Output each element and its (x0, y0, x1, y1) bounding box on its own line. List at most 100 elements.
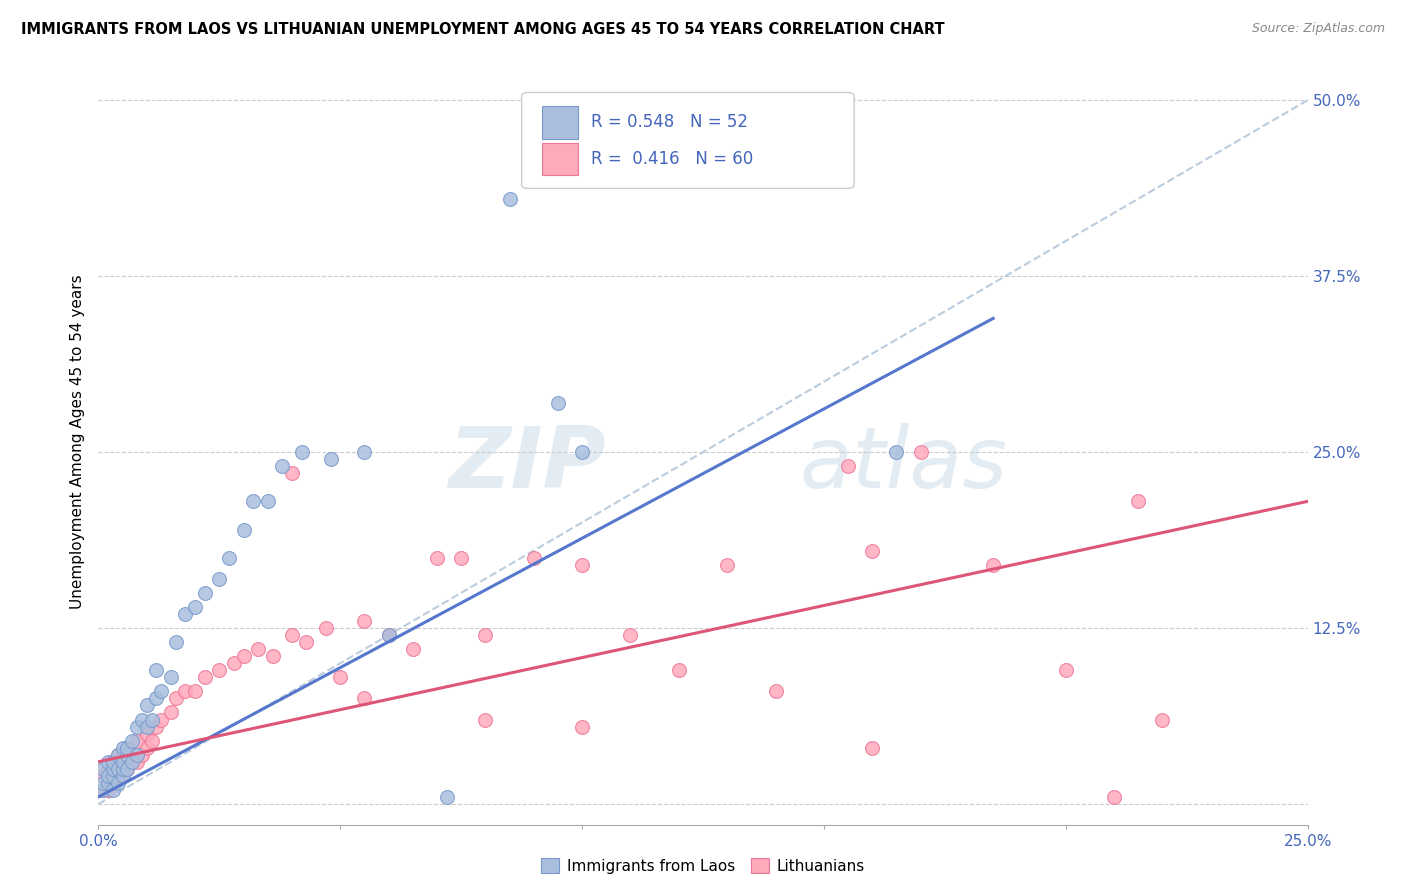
FancyBboxPatch shape (522, 93, 855, 188)
Point (101, 769, 124, 783)
Point (107, 769, 129, 783)
Point (668, 663, 690, 677)
Point (117, 762, 139, 776)
Point (474, 628, 496, 642)
Point (131, 747, 153, 762)
Point (1128, 494, 1150, 508)
Point (436, 789, 458, 804)
Point (91, 762, 114, 776)
Point (135, 740, 157, 755)
Point (242, 494, 264, 508)
Point (121, 733, 143, 747)
Point (290, 445, 312, 459)
Point (803, 163, 825, 178)
Point (981, 558, 1004, 572)
Point (174, 684, 197, 698)
Point (107, 747, 129, 762)
Point (450, 550, 472, 565)
Point (107, 762, 129, 776)
Point (571, 558, 593, 572)
Point (281, 628, 304, 642)
Point (165, 691, 187, 706)
Point (141, 713, 163, 727)
Point (150, 684, 173, 698)
Point (208, 663, 231, 677)
Point (101, 755, 124, 769)
Point (377, 628, 399, 642)
Point (127, 755, 149, 769)
Point (127, 720, 149, 734)
Text: R = 0.548   N = 52: R = 0.548 N = 52 (591, 113, 748, 131)
Point (353, 691, 375, 706)
Point (474, 713, 496, 727)
Point (353, 614, 375, 628)
Point (262, 649, 284, 664)
Point (222, 657, 245, 671)
Bar (543, 106, 578, 138)
Point (1152, 713, 1174, 727)
Point (256, 494, 278, 508)
Point (174, 607, 197, 621)
Point (232, 649, 254, 664)
Point (523, 550, 546, 565)
Point (111, 769, 134, 783)
Point (101, 776, 124, 790)
Point (127, 733, 149, 747)
Point (111, 747, 134, 762)
Point (121, 755, 143, 769)
Point (547, 396, 569, 410)
Point (184, 599, 207, 614)
Point (111, 740, 134, 755)
Point (860, 740, 883, 755)
Point (97, 783, 120, 797)
Point (619, 628, 641, 642)
Point (107, 747, 129, 762)
Bar (543, 143, 578, 176)
Point (117, 740, 139, 755)
Point (194, 670, 217, 684)
Point (91, 783, 114, 797)
Point (232, 523, 254, 537)
Point (910, 445, 932, 459)
Point (194, 586, 217, 600)
Text: R =  0.416   N = 60: R = 0.416 N = 60 (591, 150, 752, 169)
Point (101, 762, 124, 776)
Point (111, 769, 134, 783)
Point (765, 684, 787, 698)
Point (353, 445, 375, 459)
Point (135, 726, 157, 740)
Point (402, 642, 425, 657)
Y-axis label: Unemployment Among Ages 45 to 54 years: Unemployment Among Ages 45 to 54 years (69, 274, 84, 609)
Point (160, 706, 183, 720)
Point (1102, 789, 1125, 804)
Point (571, 720, 593, 734)
Point (91, 769, 114, 783)
Point (165, 635, 187, 649)
Point (208, 572, 231, 586)
Point (101, 755, 124, 769)
Text: Source: ZipAtlas.com: Source: ZipAtlas.com (1251, 22, 1385, 36)
Point (571, 445, 593, 459)
Point (97, 755, 120, 769)
Point (295, 635, 318, 649)
Text: atlas: atlas (800, 423, 1008, 506)
Point (498, 192, 520, 206)
Point (281, 467, 304, 481)
Point (135, 698, 157, 713)
Point (218, 550, 240, 565)
Point (837, 459, 859, 474)
Point (135, 720, 157, 734)
Text: IMMIGRANTS FROM LAOS VS LITHUANIAN UNEMPLOYMENT AMONG AGES 45 TO 54 YEARS CORREL: IMMIGRANTS FROM LAOS VS LITHUANIAN UNEMP… (21, 22, 945, 37)
Point (145, 691, 167, 706)
Point (271, 459, 294, 474)
Point (101, 783, 124, 797)
Point (91, 783, 114, 797)
Point (426, 550, 449, 565)
Point (117, 747, 139, 762)
Point (131, 713, 153, 727)
Point (1054, 663, 1077, 677)
Point (247, 642, 270, 657)
Point (377, 628, 399, 642)
Point (97, 776, 120, 790)
Point (111, 762, 134, 776)
